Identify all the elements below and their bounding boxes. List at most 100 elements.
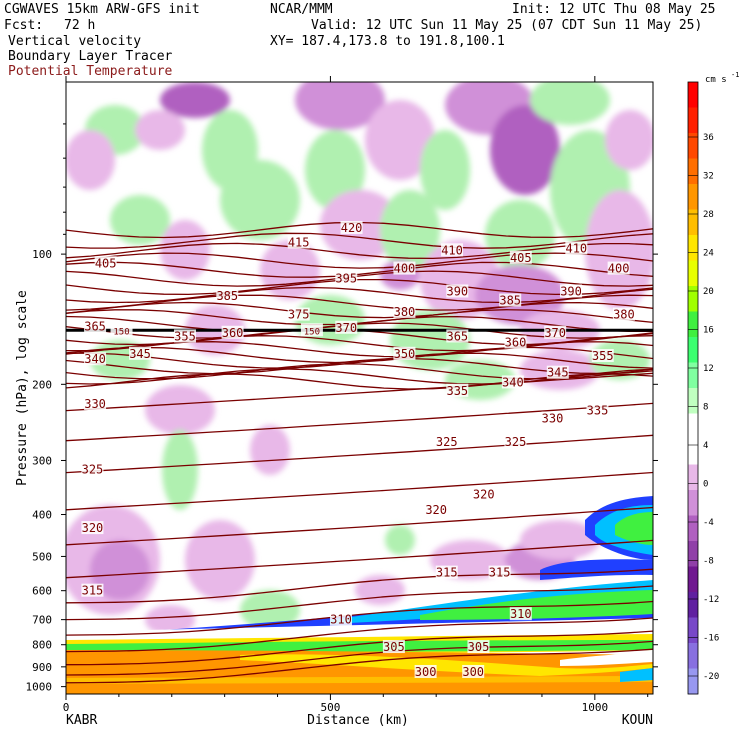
theta-contour — [66, 372, 653, 412]
theta-label: 360 — [505, 335, 527, 349]
theta-label-bg — [446, 284, 469, 298]
theta-label: 330 — [542, 412, 564, 426]
theta-contour — [66, 434, 653, 474]
theta-label-bg — [607, 261, 630, 275]
colorbar-label: 4 — [703, 441, 708, 451]
colorbar-swatch — [688, 158, 698, 185]
y-tick-label: 200 — [32, 378, 52, 391]
field-vertical-velocity: Vertical velocity — [8, 34, 142, 49]
theta-label-bg — [544, 325, 567, 339]
theta-label-bg — [425, 502, 448, 516]
theta-contour — [66, 352, 653, 369]
colorbar-frame — [687, 81, 699, 695]
colorbar-swatch — [688, 82, 698, 108]
pressure-axis: 100 200 300 400 500 600 700 800 900 1000 — [26, 123, 658, 694]
colorbar-swatch — [688, 464, 698, 491]
theta-label-bg — [509, 250, 532, 264]
theta-label: 410 — [565, 241, 587, 255]
colorbar-label: 16 — [703, 326, 714, 336]
theta-label: 355 — [174, 329, 196, 343]
forecast-hour: 72 h — [64, 18, 96, 33]
theta-label-bg — [300, 323, 323, 337]
colorbar-label: -20 — [703, 672, 719, 682]
colorbar-label: 8 — [703, 403, 708, 413]
theta-contour — [66, 402, 653, 442]
theta-label-bg — [216, 289, 239, 303]
x-tick-label: 1000 — [582, 701, 609, 714]
colorbar-label: 0 — [703, 480, 708, 490]
colorbar-swatch — [688, 184, 698, 210]
colorbar-swatch — [688, 490, 698, 516]
theta-label-bg — [586, 403, 609, 417]
theta-label-bg — [446, 383, 469, 397]
theta-label-bg — [94, 256, 117, 270]
x-tick-label: 500 — [320, 701, 340, 714]
theta-label-bg — [472, 487, 495, 501]
theta-label-bg — [84, 319, 107, 333]
theta-contour — [66, 270, 653, 287]
y-tick-label: 400 — [32, 509, 52, 522]
theta-label-bg — [446, 329, 469, 343]
theta-label: 300 — [415, 665, 437, 679]
colorbar-swatch — [688, 107, 698, 134]
theta-contour — [66, 640, 653, 676]
theta-label: 320 — [82, 521, 104, 535]
potential-temperature-labels: 420 415 405 410 405 410 400 395 400 385 390 385 390 3… — [81, 220, 635, 679]
theta-label-bg — [340, 220, 363, 234]
theta-label: 405 — [510, 251, 532, 265]
theta-label: 325 — [82, 463, 104, 477]
theta-label: 415 — [288, 235, 310, 249]
colorbar-swatch — [688, 643, 698, 669]
theta-label: 420 — [341, 221, 363, 235]
theta-label-bg — [488, 565, 511, 579]
theta-label-bg — [287, 235, 310, 249]
theta-label-bg — [612, 307, 635, 321]
colorbar-swatch — [688, 592, 698, 618]
theta-label-bg — [329, 612, 352, 626]
theta-contour — [66, 252, 653, 269]
theta-label-bg — [504, 435, 527, 449]
left-station-label: KABR — [66, 713, 97, 728]
theta-label-bg — [560, 284, 583, 298]
theta-contour — [66, 294, 653, 311]
theta-label: 325 — [505, 435, 527, 449]
theta-contour — [66, 568, 653, 604]
x-tick-label: 0 — [63, 701, 70, 714]
theta-contour — [66, 630, 653, 666]
theta-label: 355 — [592, 349, 614, 363]
colorbar-swatch — [688, 541, 698, 567]
colorbar-swatch — [688, 413, 698, 440]
y-tick-label: 300 — [32, 454, 52, 467]
theta-contour — [66, 278, 653, 296]
colorbar-swatch — [688, 311, 698, 338]
theta-label: 385 — [499, 293, 521, 307]
y-tick-label: 1000 — [26, 681, 53, 694]
colorbar-label: -8 — [703, 557, 714, 567]
theta-label: 305 — [383, 640, 405, 654]
theta-label-bg — [81, 521, 104, 535]
theta-label: 340 — [502, 375, 524, 389]
theta-contour — [66, 301, 653, 319]
colorbar-label: 12 — [703, 364, 714, 374]
colorbar-units-exponent: -1 — [731, 71, 739, 79]
theta-label: 340 — [84, 352, 106, 366]
init-time: Init: 12 UTC Thu 08 May 25 — [512, 2, 716, 17]
org-label: NCAR/MMM — [270, 2, 333, 17]
distance-axis: 0 500 1000 — [63, 76, 649, 714]
theta-label: 400 — [394, 262, 416, 276]
theta-label: 365 — [84, 319, 106, 333]
y-tick-label: 500 — [32, 550, 52, 563]
theta-label-bg — [81, 583, 104, 597]
colorbar-swatch — [688, 617, 698, 644]
theta-contour — [66, 341, 653, 358]
theta-contour — [66, 242, 653, 260]
y-tick-label: 600 — [32, 585, 52, 598]
theta-label-bg — [110, 323, 133, 337]
colorbar-swatch — [688, 566, 698, 593]
theta-label-bg — [591, 348, 614, 362]
vertical-velocity-field — [66, 82, 653, 694]
colorbar-label: 32 — [703, 172, 714, 182]
theta-contour — [66, 539, 653, 579]
colorbar-label: -16 — [703, 634, 719, 644]
theta-label: 400 — [608, 262, 630, 276]
